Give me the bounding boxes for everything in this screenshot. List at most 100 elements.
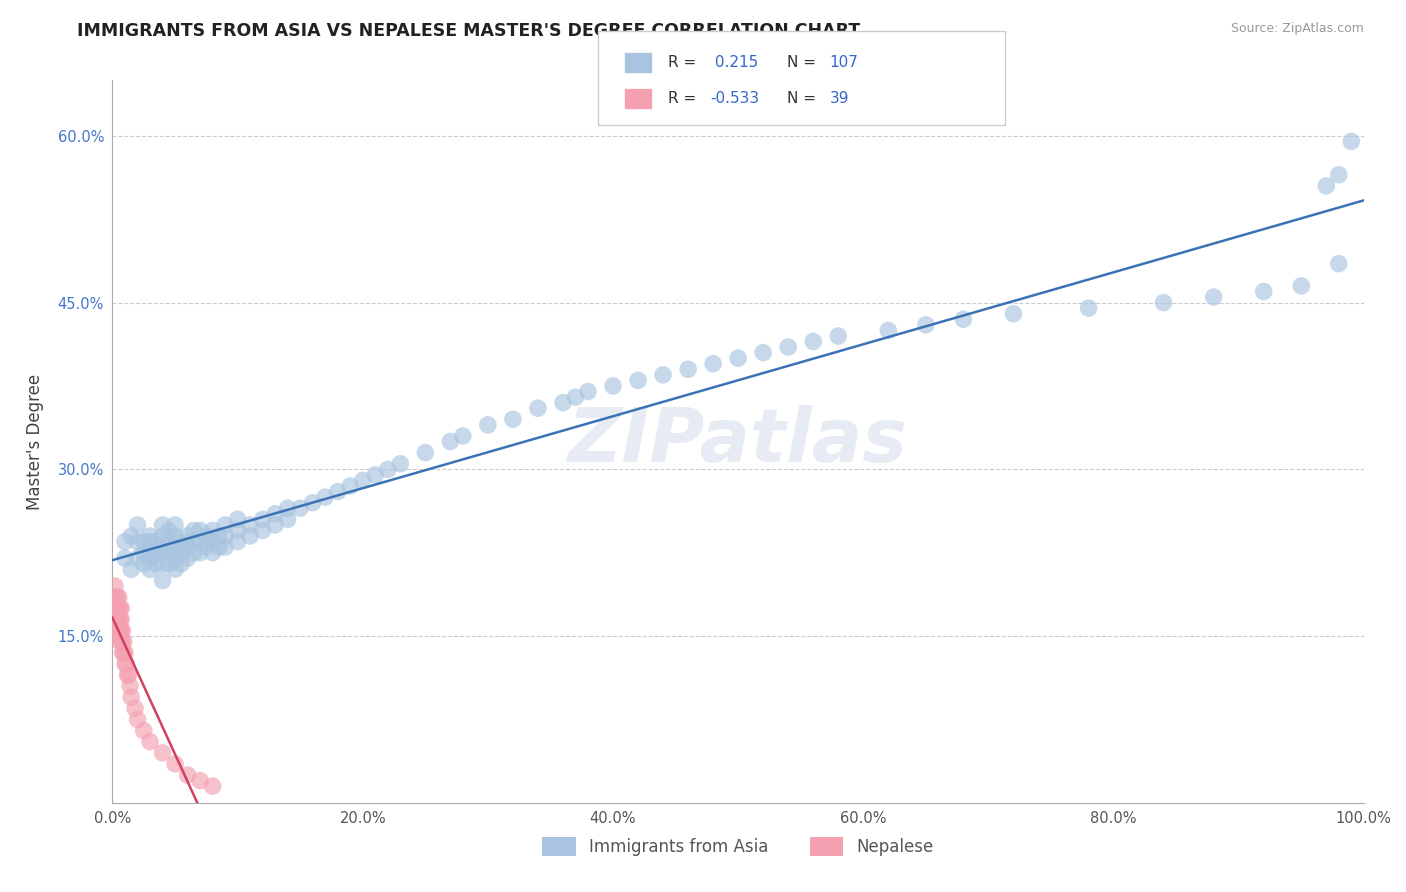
Point bbox=[107, 590, 129, 604]
Point bbox=[176, 551, 198, 566]
Point bbox=[201, 546, 224, 560]
Point bbox=[163, 756, 186, 771]
Point bbox=[139, 562, 162, 576]
Point bbox=[139, 551, 162, 566]
Point bbox=[157, 546, 180, 560]
Point bbox=[107, 624, 129, 638]
Point bbox=[877, 323, 900, 337]
Point bbox=[551, 395, 574, 409]
Legend: Immigrants from Asia, Nepalese: Immigrants from Asia, Nepalese bbox=[536, 830, 941, 863]
Point bbox=[195, 529, 218, 543]
Point bbox=[152, 517, 174, 532]
Point bbox=[118, 679, 141, 693]
Point bbox=[702, 357, 724, 371]
Point bbox=[226, 534, 249, 549]
Point bbox=[139, 546, 162, 560]
Point bbox=[108, 612, 131, 626]
Point bbox=[277, 501, 299, 516]
Point bbox=[1153, 295, 1175, 310]
Point bbox=[152, 546, 174, 560]
Point bbox=[127, 534, 149, 549]
Point bbox=[801, 334, 824, 349]
Point bbox=[170, 557, 193, 571]
Point bbox=[124, 701, 146, 715]
Point bbox=[163, 562, 186, 576]
Point bbox=[226, 512, 249, 526]
Point bbox=[301, 496, 323, 510]
Point bbox=[602, 379, 624, 393]
Point bbox=[652, 368, 675, 382]
Point bbox=[1340, 135, 1362, 149]
Point bbox=[502, 412, 524, 426]
Point bbox=[170, 534, 193, 549]
Point bbox=[107, 590, 129, 604]
Point bbox=[139, 534, 162, 549]
Point bbox=[290, 501, 312, 516]
Text: 107: 107 bbox=[830, 55, 859, 70]
Point bbox=[152, 746, 174, 760]
Point bbox=[110, 601, 132, 615]
Text: R =: R = bbox=[668, 91, 702, 106]
Point bbox=[277, 512, 299, 526]
Point bbox=[389, 457, 412, 471]
Point bbox=[188, 773, 211, 788]
Point bbox=[132, 557, 155, 571]
Point bbox=[1291, 279, 1313, 293]
Point bbox=[145, 546, 167, 560]
Point bbox=[120, 690, 142, 705]
Point bbox=[108, 624, 131, 638]
Text: 39: 39 bbox=[830, 91, 849, 106]
Point bbox=[132, 546, 155, 560]
Point bbox=[176, 768, 198, 782]
Point bbox=[127, 551, 149, 566]
Point bbox=[176, 540, 198, 554]
Point bbox=[214, 540, 236, 554]
Point bbox=[264, 507, 287, 521]
Point bbox=[676, 362, 699, 376]
Point bbox=[105, 590, 128, 604]
Point bbox=[439, 434, 461, 449]
Point bbox=[112, 634, 135, 648]
Text: 0.215: 0.215 bbox=[710, 55, 758, 70]
Point bbox=[377, 462, 399, 476]
Point bbox=[152, 574, 174, 588]
Point bbox=[127, 713, 149, 727]
Point bbox=[201, 779, 224, 793]
Point bbox=[107, 612, 129, 626]
Point bbox=[111, 634, 134, 648]
Point bbox=[170, 546, 193, 560]
Point bbox=[183, 524, 205, 538]
Point bbox=[195, 540, 218, 554]
Point bbox=[527, 401, 550, 416]
Point bbox=[114, 646, 136, 660]
Point bbox=[326, 484, 349, 499]
Text: IMMIGRANTS FROM ASIA VS NEPALESE MASTER'S DEGREE CORRELATION CHART: IMMIGRANTS FROM ASIA VS NEPALESE MASTER'… bbox=[77, 22, 860, 40]
Point bbox=[451, 429, 474, 443]
Point bbox=[114, 534, 136, 549]
Point bbox=[107, 601, 129, 615]
Point bbox=[120, 562, 142, 576]
Point bbox=[145, 534, 167, 549]
Point bbox=[239, 517, 262, 532]
Point bbox=[252, 512, 274, 526]
Point bbox=[132, 723, 155, 738]
Point bbox=[188, 524, 211, 538]
Point bbox=[110, 634, 132, 648]
Point bbox=[1202, 290, 1225, 304]
Point bbox=[139, 734, 162, 748]
Point bbox=[778, 340, 800, 354]
Text: ZIPatlas: ZIPatlas bbox=[568, 405, 908, 478]
Point bbox=[188, 534, 211, 549]
Point bbox=[183, 546, 205, 560]
Point bbox=[226, 524, 249, 538]
Point bbox=[1002, 307, 1025, 321]
Point bbox=[163, 517, 186, 532]
Point bbox=[157, 534, 180, 549]
Point bbox=[108, 634, 131, 648]
Point bbox=[105, 601, 128, 615]
Point bbox=[1315, 178, 1337, 193]
Point bbox=[1253, 285, 1275, 299]
Point bbox=[364, 467, 387, 482]
Point bbox=[110, 612, 132, 626]
Point bbox=[214, 517, 236, 532]
